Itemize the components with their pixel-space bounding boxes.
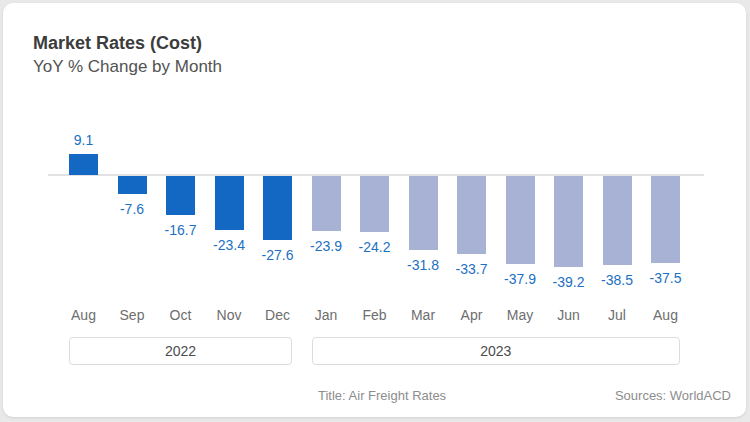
bar-chart: 9.1Aug-7.6Sep-16.7Oct-23.4Nov-27.6Dec-23… [3, 3, 746, 417]
bar [603, 176, 632, 265]
bar [554, 176, 583, 267]
month-label: Dec [254, 307, 302, 323]
bar-value-label: -37.5 [634, 270, 698, 286]
month-label: Nov [205, 307, 253, 323]
year-box-2023: 2023 [312, 337, 681, 365]
bar [651, 176, 680, 263]
month-label: May [496, 307, 544, 323]
bar [263, 176, 292, 240]
bar [457, 176, 486, 254]
month-label: Aug [642, 307, 690, 323]
footer-chart-title: Title: Air Freight Rates [318, 388, 446, 403]
bar [506, 176, 535, 264]
month-label: Jan [302, 307, 350, 323]
month-label: Jun [545, 307, 593, 323]
month-label: Sep [108, 307, 156, 323]
chart-card: Market Rates (Cost) YoY % Change by Mont… [3, 3, 746, 417]
bar [409, 176, 438, 250]
month-label: Feb [351, 307, 399, 323]
month-label: Aug [60, 307, 108, 323]
month-label: Apr [448, 307, 496, 323]
bar-value-label: -24.2 [343, 239, 407, 255]
bar-value-label: 9.1 [52, 132, 116, 148]
footer-sources: Sources: WorldACD [615, 388, 731, 403]
month-label: Oct [157, 307, 205, 323]
bar [215, 176, 244, 230]
month-label: Jul [593, 307, 641, 323]
bar [166, 176, 195, 215]
bar [360, 176, 389, 232]
bar [312, 176, 341, 231]
bar-value-label: -7.6 [100, 201, 164, 217]
bar-value-label: -16.7 [149, 222, 213, 238]
bar [69, 154, 98, 175]
bar [118, 176, 147, 194]
year-box-2022: 2022 [69, 337, 292, 365]
month-label: Mar [399, 307, 447, 323]
